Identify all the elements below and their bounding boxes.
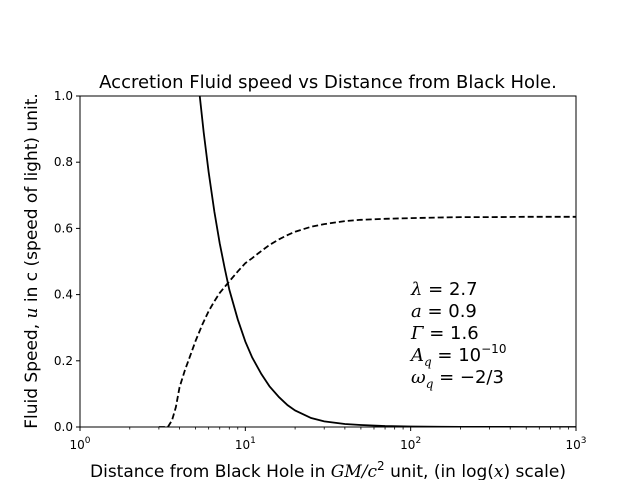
series-line-2-dashed	[158, 215, 576, 427]
y-tick-label: 0.6	[54, 221, 73, 235]
annotation-line: Γ = 1.6	[410, 323, 479, 344]
y-tick-label: 0.4	[54, 288, 73, 302]
y-tick-label: 0.8	[54, 155, 73, 169]
plot-area	[79, 95, 577, 428]
x-tick-label: 100	[69, 436, 90, 452]
x-axis-label: Distance from Black Hole in GM/c2 unit, …	[90, 459, 566, 480]
y-tick-label: 0.2	[54, 354, 73, 368]
plot-frame	[79, 95, 577, 428]
annotation-line: Aq = 10−10	[409, 342, 506, 369]
annotation-line: ωq = −2/3	[411, 367, 504, 391]
y-tick-label: 0.0	[54, 420, 73, 434]
series-line-1-solid	[198, 96, 576, 427]
x-tick-label: 103	[565, 436, 586, 452]
y-tick-label: 1.0	[54, 89, 73, 103]
annotation-line: λ = 2.7	[410, 279, 478, 300]
x-tick-label: 101	[235, 436, 256, 452]
y-axis-label: Fluid Speed, u in c (speed of light) uni…	[22, 93, 42, 429]
annotation-line: a = 0.9	[411, 301, 477, 322]
x-tick-label: 102	[400, 436, 421, 452]
x-axis: 100 101 102 103	[69, 427, 587, 452]
y-axis: 0.0 0.2 0.4 0.6 0.8 1.0	[54, 89, 80, 434]
chart-title: Accretion Fluid speed vs Distance from B…	[99, 72, 557, 93]
